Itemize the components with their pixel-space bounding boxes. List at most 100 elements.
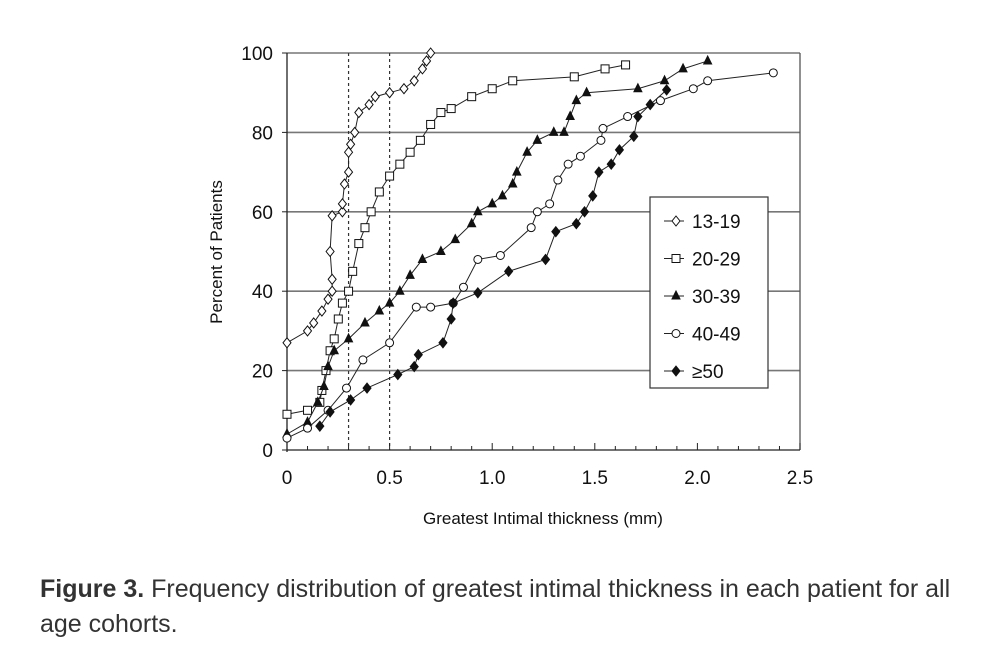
data-point [411, 302, 421, 312]
data-point [600, 64, 610, 74]
x-tick-label: 0.5 [376, 468, 402, 489]
data-point [598, 123, 608, 133]
legend-label: 20-29 [692, 250, 741, 271]
data-point [569, 72, 579, 82]
data-point [473, 205, 483, 216]
caption-label: Figure 3. [40, 575, 145, 603]
data-point [548, 126, 559, 136]
series-group [282, 47, 778, 443]
data-point [417, 63, 428, 75]
y-tick-label: 20 [252, 362, 273, 383]
data-point [659, 74, 670, 85]
data-point [358, 355, 368, 365]
data-point [688, 84, 698, 94]
data-point [450, 233, 461, 244]
data-point [333, 314, 343, 324]
data-point [342, 383, 352, 393]
data-point [417, 253, 428, 263]
data-point [446, 313, 456, 325]
data-point [395, 285, 405, 295]
data-point [345, 394, 356, 406]
data-point [348, 266, 358, 276]
data-point [545, 199, 555, 209]
data-point [303, 405, 313, 415]
data-point [703, 76, 713, 86]
data-point [343, 332, 354, 343]
data-point [512, 165, 522, 176]
data-point [487, 84, 497, 94]
series-line [286, 52, 432, 344]
data-point [559, 126, 569, 136]
data-point [661, 84, 672, 96]
data-point [702, 54, 713, 65]
data-point [344, 286, 354, 296]
legend-marker [671, 329, 681, 338]
data-point [563, 159, 573, 169]
data-point [360, 316, 370, 327]
data-point [385, 171, 395, 181]
legend-marker [671, 289, 681, 300]
y-axis-label: Percent of Patients [207, 180, 226, 324]
data-point [633, 82, 643, 93]
data-point [623, 112, 633, 122]
data-point [354, 106, 364, 119]
data-point [337, 298, 347, 308]
data-point [473, 254, 483, 264]
series-2 [282, 54, 713, 438]
x-tick-label: 1.5 [582, 468, 608, 489]
data-point [343, 166, 354, 178]
data-point [540, 253, 551, 266]
data-point [393, 368, 403, 381]
data-point [312, 396, 323, 406]
data-point [317, 305, 327, 317]
y-tick-label: 40 [252, 282, 273, 303]
data-point [553, 175, 563, 185]
data-point [579, 205, 590, 218]
x-tick-label: 2.5 [787, 468, 813, 489]
data-point [526, 223, 536, 233]
data-point [446, 104, 456, 114]
legend-marker [671, 254, 681, 263]
data-point [466, 217, 477, 228]
data-point [364, 98, 374, 111]
data-point [327, 285, 337, 298]
data-point [315, 420, 325, 432]
data-point [508, 76, 518, 86]
data-point [629, 130, 639, 143]
data-point [350, 126, 360, 139]
data-point [551, 225, 561, 238]
legend-box [649, 196, 769, 389]
data-point [323, 293, 333, 305]
data-point [581, 86, 592, 97]
data-point [399, 82, 409, 95]
data-point [409, 360, 419, 373]
data-point [571, 94, 582, 105]
data-point [588, 190, 598, 202]
y-tick-label: 80 [252, 123, 273, 144]
caption-text: Frequency distribution of greatest intim… [40, 575, 951, 638]
data-point [327, 209, 337, 222]
data-point [282, 433, 292, 443]
data-point [325, 245, 335, 258]
data-point [655, 96, 665, 106]
data-point [329, 334, 339, 344]
data-point [633, 110, 643, 123]
data-point [302, 325, 313, 337]
legend-marker [671, 365, 681, 377]
data-point [532, 207, 542, 217]
data-point [323, 360, 333, 371]
data-point [366, 207, 376, 217]
axes: 0 20 40 60 80 100 0 0.5 1.0 1.5 2.0 2.5 [241, 44, 813, 489]
data-point [645, 98, 655, 111]
data-point [497, 189, 508, 200]
data-point [532, 134, 543, 144]
data-point [678, 62, 688, 73]
data-point [415, 135, 425, 145]
data-point [473, 286, 483, 299]
y-tick-label: 0 [262, 441, 273, 462]
data-point [426, 302, 436, 312]
data-point [571, 217, 581, 230]
data-point [354, 239, 364, 249]
data-point [337, 198, 348, 210]
